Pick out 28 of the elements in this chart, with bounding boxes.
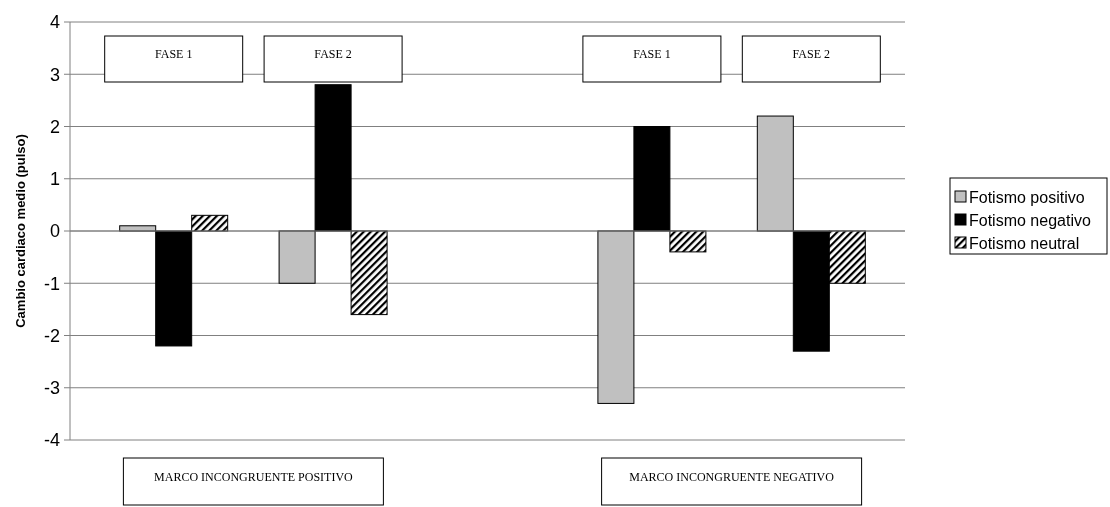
bar (191, 214, 229, 232)
bar (597, 230, 635, 404)
y-tick-label: -3 (43, 378, 60, 399)
y-tick-label: 2 (49, 116, 60, 137)
bar (756, 115, 794, 232)
x-tick-label: FASE 2 (792, 47, 831, 62)
bar (314, 84, 352, 232)
x-tick-label: FASE 1 (633, 47, 671, 62)
legend-label: Fotismo positivo (969, 188, 1085, 206)
legend-label: Fotismo neutral (969, 234, 1080, 252)
bar (633, 126, 671, 232)
bar (669, 230, 707, 253)
x-tick-label: FASE 2 (314, 47, 352, 62)
y-tick-label: -2 (43, 325, 60, 346)
bar (278, 230, 316, 284)
y-tick-label: -4 (43, 430, 60, 451)
y-tick-label: 0 (49, 221, 60, 242)
x-tick-label: FASE 1 (154, 47, 193, 62)
y-tick-label: 4 (49, 12, 60, 33)
bar (155, 230, 193, 347)
y-tick-label: -1 (43, 273, 60, 294)
y-tick-label: 3 (49, 64, 60, 85)
text: MARCO INCONGRUENTE POSITIVO (154, 470, 354, 485)
legend-label: Fotismo negativo (969, 211, 1091, 229)
bar (350, 230, 388, 316)
y-tick-label: 1 (49, 169, 60, 190)
y-axis-title: Cambio cardiaco medio (pulso) (12, 134, 28, 328)
text: MARCO INCONGRUENTE NEGATIVO (629, 470, 835, 485)
